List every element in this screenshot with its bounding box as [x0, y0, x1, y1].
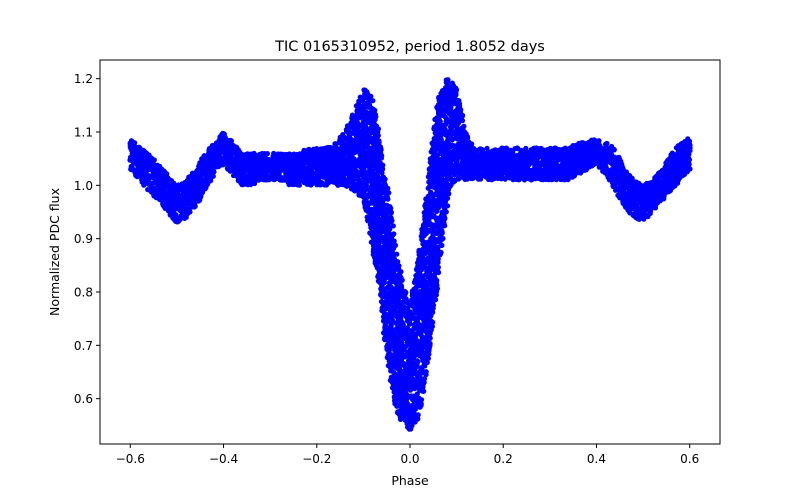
data-point	[445, 195, 451, 201]
data-point	[387, 226, 393, 232]
data-point	[421, 388, 427, 394]
data-point	[427, 340, 433, 347]
data-point	[211, 169, 217, 175]
data-point	[210, 173, 216, 179]
scatter-points	[127, 77, 693, 432]
data-point	[381, 177, 388, 183]
data-point	[453, 92, 459, 98]
data-point	[460, 112, 466, 118]
data-point	[443, 209, 449, 215]
data-point	[376, 138, 382, 144]
data-point	[228, 138, 234, 144]
data-point	[415, 412, 421, 418]
data-point	[373, 251, 380, 257]
data-point	[296, 182, 302, 188]
data-point	[391, 238, 397, 244]
data-point	[132, 140, 138, 146]
data-point	[392, 242, 398, 248]
data-point	[386, 190, 392, 196]
data-point	[372, 107, 378, 113]
data-point	[439, 242, 445, 248]
data-point	[426, 345, 432, 351]
data-point	[398, 269, 404, 275]
data-point	[375, 126, 381, 132]
data-point	[395, 259, 401, 265]
data-point	[380, 166, 386, 172]
data-point	[379, 153, 385, 159]
data-point	[391, 231, 397, 237]
data-point	[453, 87, 460, 93]
data-point	[390, 223, 396, 229]
data-point	[389, 218, 395, 224]
data-point	[415, 359, 421, 365]
data-point	[380, 162, 386, 168]
data-point	[418, 401, 424, 407]
data-point	[388, 359, 394, 365]
data-point	[372, 112, 379, 118]
data-point	[434, 282, 440, 289]
data-point	[409, 423, 415, 429]
data-point	[310, 160, 316, 166]
data-point	[381, 280, 388, 286]
data-point	[446, 191, 452, 197]
data-point	[201, 153, 207, 159]
data-point	[458, 107, 464, 113]
data-point	[187, 209, 193, 215]
data-point	[440, 235, 446, 242]
data-point	[445, 203, 451, 209]
data-point	[173, 212, 179, 218]
data-point	[435, 264, 441, 270]
data-point	[403, 343, 409, 350]
data-point	[434, 277, 440, 284]
data-point	[264, 151, 270, 157]
data-point	[151, 157, 157, 163]
data-point	[204, 182, 210, 188]
data-point	[430, 305, 436, 311]
data-point	[398, 340, 405, 346]
data-point	[407, 321, 413, 327]
data-point	[388, 205, 394, 211]
data-point	[141, 182, 147, 188]
data-point	[164, 171, 170, 177]
data-point	[370, 98, 376, 104]
data-point	[385, 185, 391, 191]
data-point	[420, 384, 426, 390]
data-point	[442, 216, 448, 222]
data-point	[439, 230, 445, 236]
data-point	[394, 251, 400, 257]
data-point	[430, 319, 436, 325]
data-point	[384, 194, 390, 200]
data-point	[423, 369, 429, 375]
data-point	[402, 291, 408, 297]
data-point	[438, 249, 444, 256]
data-point	[436, 269, 442, 276]
data-point	[445, 77, 451, 83]
data-point	[147, 179, 153, 185]
data-point	[387, 303, 393, 309]
data-point	[192, 203, 198, 209]
data-point	[442, 223, 448, 229]
data-point	[433, 297, 439, 303]
data-point	[372, 117, 378, 123]
data-point	[427, 335, 433, 341]
data-point	[399, 277, 405, 283]
data-point	[461, 123, 467, 129]
data-point	[368, 93, 374, 99]
data-point	[388, 210, 394, 216]
data-point	[375, 133, 381, 139]
